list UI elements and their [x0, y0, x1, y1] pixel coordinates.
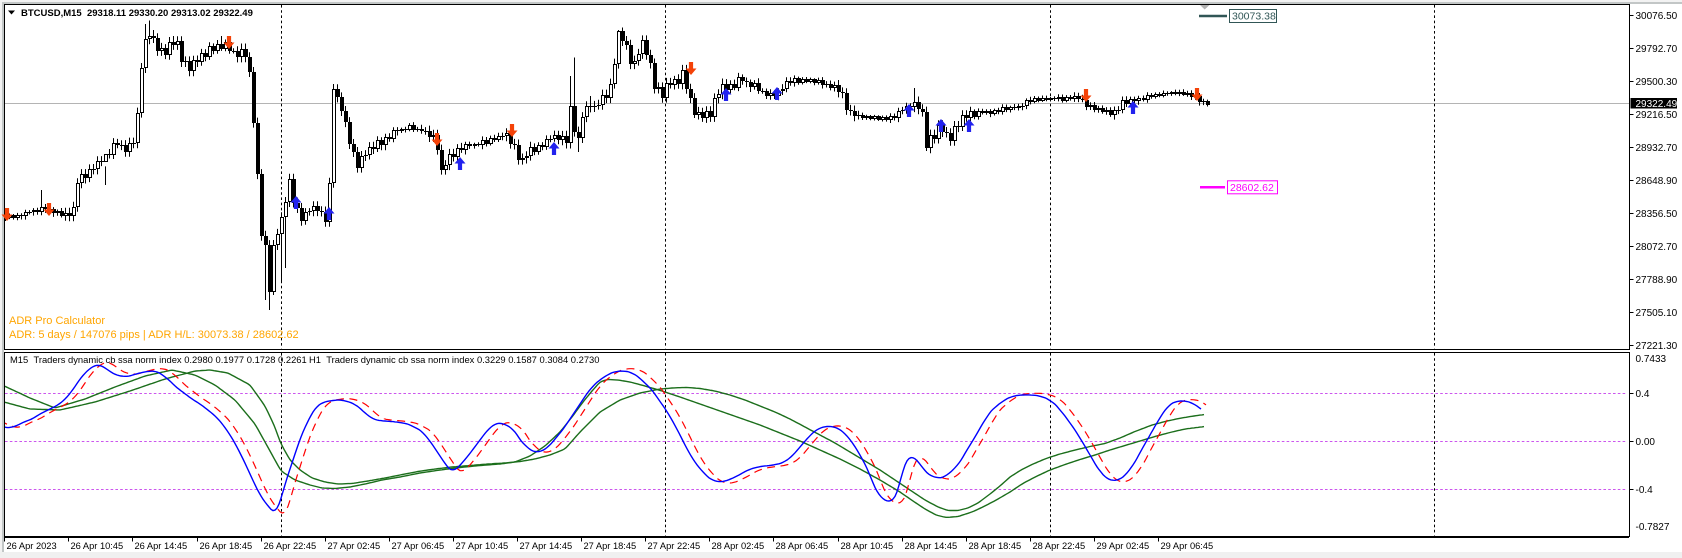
- svg-text:28 Apr 14:45: 28 Apr 14:45: [905, 541, 958, 551]
- svg-text:ADR: 5 days / 147076 pips | AD: ADR: 5 days / 147076 pips | ADR H/L: 300…: [9, 329, 299, 341]
- svg-text:26 Apr 22:45: 26 Apr 22:45: [264, 541, 317, 551]
- svg-text:27 Apr 22:45: 27 Apr 22:45: [648, 541, 701, 551]
- svg-text:28648.90: 28648.90: [1636, 176, 1678, 187]
- svg-text:29322.49: 29322.49: [1636, 99, 1678, 110]
- svg-text:-0.7827: -0.7827: [1636, 522, 1670, 533]
- svg-text:0.4: 0.4: [1636, 389, 1650, 400]
- svg-text:29500.30: 29500.30: [1636, 77, 1678, 88]
- svg-text:28072.70: 28072.70: [1636, 242, 1678, 253]
- svg-text:28 Apr 10:45: 28 Apr 10:45: [841, 541, 894, 551]
- svg-text:29792.70: 29792.70: [1636, 44, 1678, 55]
- svg-text:29 Apr 06:45: 29 Apr 06:45: [1161, 541, 1214, 551]
- svg-text:26 Apr 18:45: 26 Apr 18:45: [200, 541, 253, 551]
- svg-text:BTCUSD,M15 29318.11 29330.20: BTCUSD,M15 29318.11 29330.20 29313.02 29…: [21, 8, 253, 19]
- svg-text:26 Apr 10:45: 26 Apr 10:45: [71, 541, 124, 551]
- svg-text:0.7433: 0.7433: [1636, 354, 1667, 365]
- svg-text:26 Apr 14:45: 26 Apr 14:45: [135, 541, 188, 551]
- svg-text:28 Apr 02:45: 28 Apr 02:45: [712, 541, 765, 551]
- svg-text:30073.38: 30073.38: [1232, 11, 1276, 23]
- svg-text:30076.50: 30076.50: [1636, 11, 1678, 22]
- svg-text:ADR Pro Calculator: ADR Pro Calculator: [9, 315, 105, 327]
- svg-text:0.00: 0.00: [1636, 437, 1656, 448]
- svg-text:-0.4: -0.4: [1636, 485, 1654, 496]
- svg-text:27 Apr 10:45: 27 Apr 10:45: [456, 541, 509, 551]
- svg-text:27221.30: 27221.30: [1636, 341, 1678, 352]
- svg-text:27 Apr 06:45: 27 Apr 06:45: [392, 541, 445, 551]
- svg-text:29216.50: 29216.50: [1636, 110, 1678, 121]
- svg-text:28 Apr 18:45: 28 Apr 18:45: [969, 541, 1022, 551]
- svg-text:28356.50: 28356.50: [1636, 209, 1678, 220]
- svg-text:26 Apr 2023: 26 Apr 2023: [7, 541, 57, 551]
- svg-text:29 Apr 02:45: 29 Apr 02:45: [1097, 541, 1150, 551]
- svg-text:27505.10: 27505.10: [1636, 308, 1678, 319]
- svg-text:M15 Traders dynamic cb ssa no: M15 Traders dynamic cb ssa norm index 0.…: [10, 354, 307, 365]
- svg-text:27 Apr 14:45: 27 Apr 14:45: [520, 541, 573, 551]
- svg-text:27 Apr 02:45: 27 Apr 02:45: [328, 541, 381, 551]
- svg-text:27 Apr 18:45: 27 Apr 18:45: [584, 541, 637, 551]
- svg-text:28602.62: 28602.62: [1230, 182, 1274, 194]
- svg-text:28932.70: 28932.70: [1636, 143, 1678, 154]
- svg-text:28 Apr 06:45: 28 Apr 06:45: [776, 541, 829, 551]
- svg-text:H1 Traders dynamic cb ssa nor: H1 Traders dynamic cb ssa norm index 0.3…: [309, 354, 599, 365]
- svg-text:28 Apr 22:45: 28 Apr 22:45: [1033, 541, 1086, 551]
- svg-text:27788.90: 27788.90: [1636, 275, 1678, 286]
